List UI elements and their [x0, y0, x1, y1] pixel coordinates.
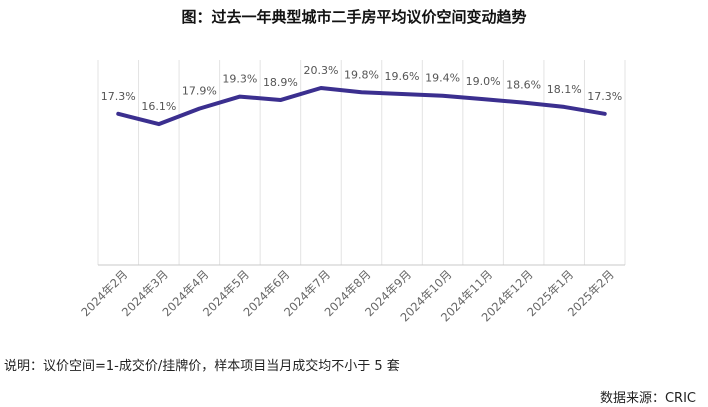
line-chart: 17.3% 16.1% 17.9% 19.3% 18.9% 20.3% 19.8% 19.6%… — [78, 60, 626, 324]
data-label: 17.3% — [101, 90, 136, 103]
data-label: 19.0% — [466, 75, 501, 88]
data-label: 19.4% — [425, 72, 460, 85]
chart-title: 图：过去一年典型城市二手房平均议价空间变动趋势 — [181, 8, 527, 26]
data-label: 19.6% — [385, 70, 420, 83]
grid-lines — [97, 60, 626, 265]
series-line — [116, 86, 607, 127]
data-label: 18.1% — [547, 83, 582, 96]
data-label: 18.9% — [263, 76, 298, 89]
footnote: 说明：议价空间=1-成交价/挂牌价，样本项目当月成交均不小于 5 套 — [4, 359, 400, 374]
x-tick-labels: 2024年2月2024年3月2024年4月2024年5月2024年6月2024年… — [78, 267, 617, 324]
source-text: 数据来源：CRIC — [599, 391, 696, 406]
data-label: 17.3% — [587, 90, 622, 103]
data-label: 20.3% — [303, 64, 338, 77]
data-label: 19.3% — [222, 73, 257, 86]
data-labels: 17.3% 16.1% 17.9% 19.3% 18.9% 20.3% 19.8% 19.6%… — [101, 64, 622, 113]
data-label: 16.1% — [141, 100, 176, 113]
data-label: 19.8% — [344, 68, 379, 81]
data-label: 18.6% — [506, 79, 541, 92]
data-label: 17.9% — [182, 85, 217, 98]
